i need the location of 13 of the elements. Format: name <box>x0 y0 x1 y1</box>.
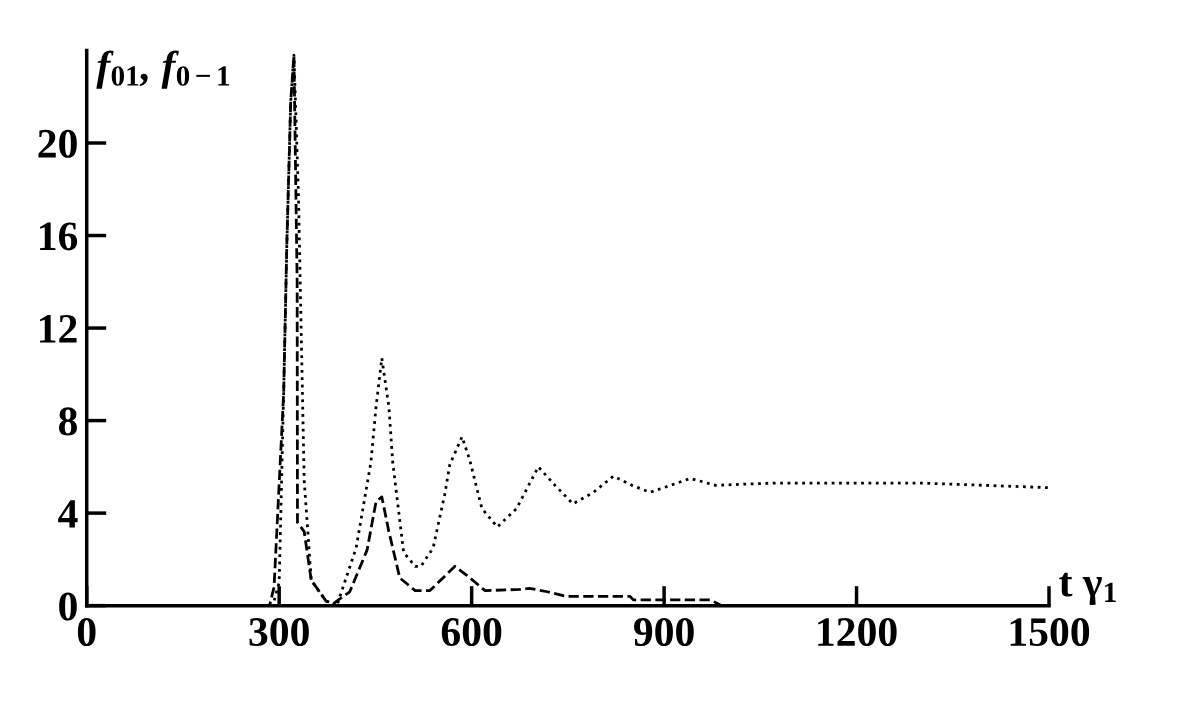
x-tick-label: 1500 <box>1010 617 1090 647</box>
y-tick-label: 20 <box>38 129 77 158</box>
x-tick-label: 1200 <box>818 617 897 647</box>
y-tick-label: 4 <box>58 500 78 528</box>
x-axis-title: t γ$_{1}$ <box>1059 572 1116 606</box>
y-axis-title: f$_{01}$, f$_{0−1}$ <box>96 50 230 89</box>
y-tick-label: 0 <box>59 592 77 621</box>
x-tick-label: 600 <box>441 617 502 647</box>
y-tick-label: 16 <box>40 222 78 251</box>
x-tick-label: 300 <box>249 617 309 647</box>
y-tick-label: 12 <box>40 314 77 343</box>
x-tick-label: 900 <box>633 617 694 647</box>
y-tick-label: 8 <box>58 407 78 436</box>
